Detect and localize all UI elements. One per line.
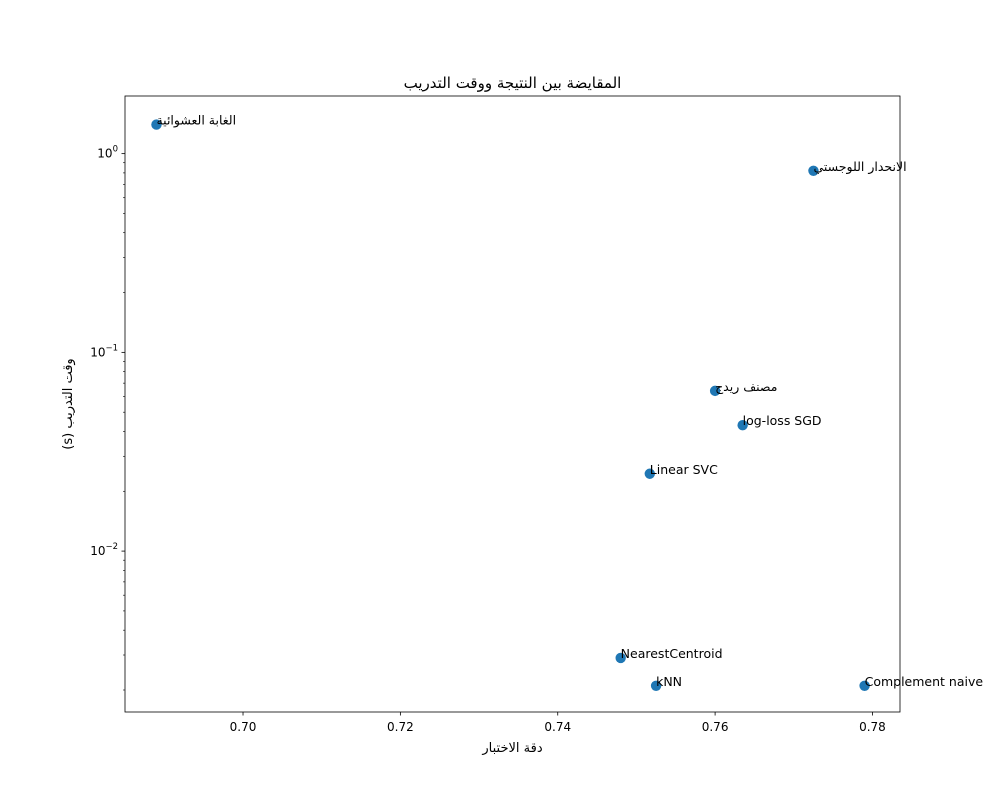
data-points [151,119,870,691]
x-axis: 0.70 0.72 0.74 0.76 0.78 [230,712,886,734]
data-point [859,680,870,691]
data-point-label: NearestCentroid [621,646,723,661]
data-point [737,420,748,431]
y-axis: 10−2 10−1 100 [90,145,125,691]
data-point [808,165,819,176]
data-point-label: الغابة العشوائية [156,113,236,129]
x-tick-label: 0.74 [544,720,571,734]
data-point-label: مصنف ريدج [715,379,777,395]
chart-title: المقايضة بين النتيجة ووقت التدريب [404,74,622,92]
y-tick-label: 10−2 [90,542,118,558]
data-point-label: Complement naive [865,674,984,689]
data-point-label: log-loss SGD [743,413,822,428]
data-point-label: الانحدار اللوجستي [813,159,906,175]
data-point [615,652,626,664]
data-point [151,119,162,130]
data-point-label: kNN [656,674,682,689]
data-point-label: Linear SVC [650,462,718,477]
y-tick-label: 10−1 [90,343,118,359]
x-tick-label: 0.70 [230,720,257,734]
data-labels: الغابة العشوائية الانحدار اللوجستي مصنف ري… [156,113,983,689]
x-tick-label: 0.78 [859,720,886,734]
data-point [644,468,655,479]
x-tick-label: 0.76 [702,720,729,734]
data-point [650,680,662,691]
y-axis-label: وقت التدريب (s) [61,358,76,449]
x-tick-label: 0.72 [387,720,414,734]
y-tick-label: 100 [97,145,118,161]
plot-frame [124,95,901,713]
x-axis-label: دقة الاختبار [481,741,542,756]
data-point [709,385,721,397]
